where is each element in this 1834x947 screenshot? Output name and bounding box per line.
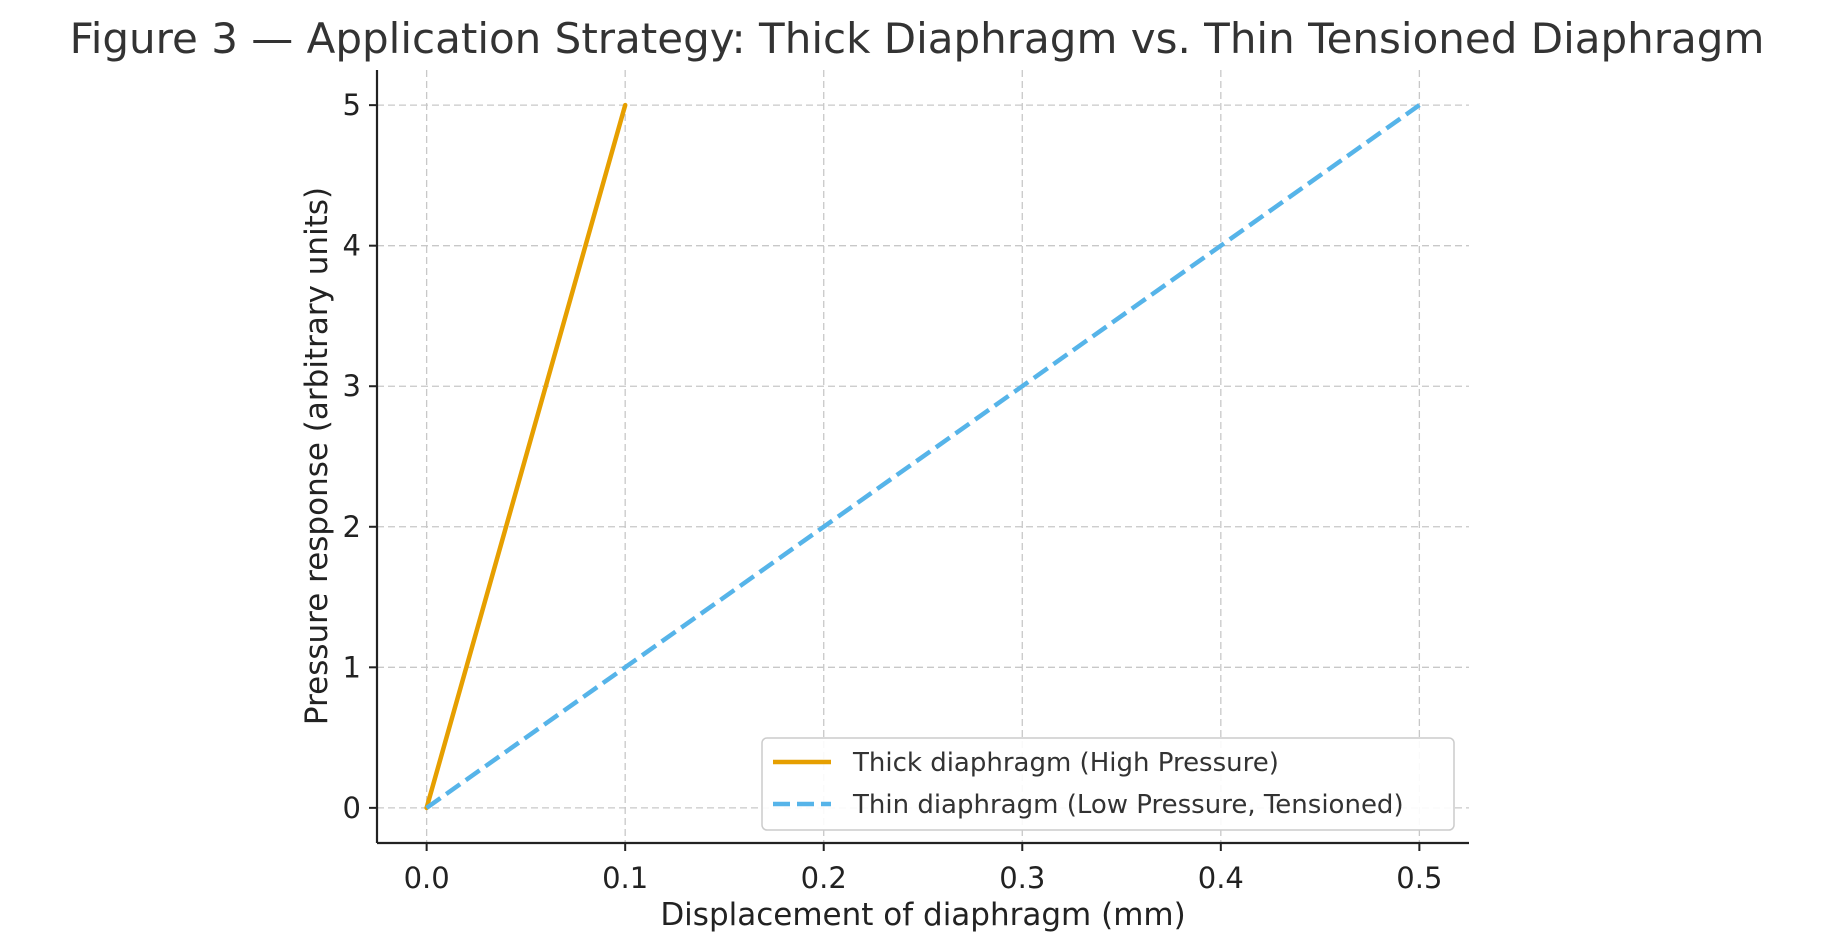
ticks: 0.0 0.1 0.2 0.3 0.4 0.5 0 1 2 3 4 5	[343, 88, 1443, 895]
x-tick-label-0: 0.0	[404, 861, 450, 895]
x-tick-label-1: 0.1	[602, 861, 648, 895]
series-line-thin	[425, 103, 1421, 810]
legend-label-thin: Thin diaphragm (Low Pressure, Tensioned)	[852, 790, 1404, 820]
y-tick-label-0: 0	[343, 791, 361, 825]
y-axis-label: Pressure response (arbitrary units)	[299, 187, 335, 725]
series-layer	[424, 102, 1421, 811]
y-tick-label-3: 3	[343, 369, 361, 403]
legend-label-thick: Thick diaphragm (High Pressure)	[852, 748, 1279, 778]
x-tick-label-4: 0.4	[1198, 861, 1244, 895]
x-tick-label-2: 0.2	[801, 861, 847, 895]
series-line-thick	[424, 102, 628, 811]
chart-title: Figure 3 — Application Strategy: Thick D…	[70, 14, 1765, 63]
y-tick-label-1: 1	[343, 650, 361, 684]
x-tick-label-3: 0.3	[999, 861, 1045, 895]
legend: Thick diaphragm (High Pressure) Thin dia…	[761, 737, 1455, 831]
x-axis-label: Displacement of diaphragm (mm)	[660, 897, 1185, 933]
y-tick-label-4: 4	[343, 229, 361, 263]
y-tick-label-5: 5	[343, 88, 361, 122]
legend-box	[761, 737, 1455, 831]
x-tick-label-5: 0.5	[1396, 861, 1442, 895]
y-tick-label-2: 2	[343, 510, 361, 544]
